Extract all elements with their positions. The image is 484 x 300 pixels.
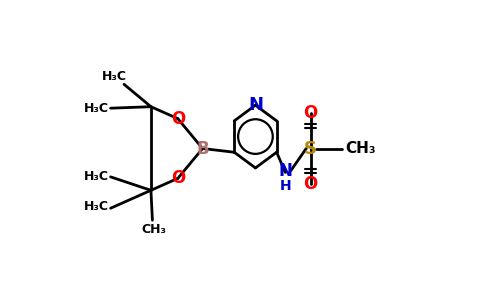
Text: B: B [197,140,209,158]
Text: O: O [171,110,185,128]
Text: S: S [304,140,317,158]
Text: O: O [303,175,318,193]
Text: H₃C: H₃C [84,102,109,115]
Text: H: H [279,179,291,193]
Text: N: N [278,162,292,180]
Text: CH₃: CH₃ [345,141,376,156]
Text: H₃C: H₃C [102,70,127,83]
Text: CH₃: CH₃ [141,223,166,236]
Text: O: O [303,104,318,122]
Text: N: N [248,96,263,114]
Text: H₃C: H₃C [84,200,109,213]
Text: O: O [171,169,185,188]
Text: H₃C: H₃C [84,170,109,183]
